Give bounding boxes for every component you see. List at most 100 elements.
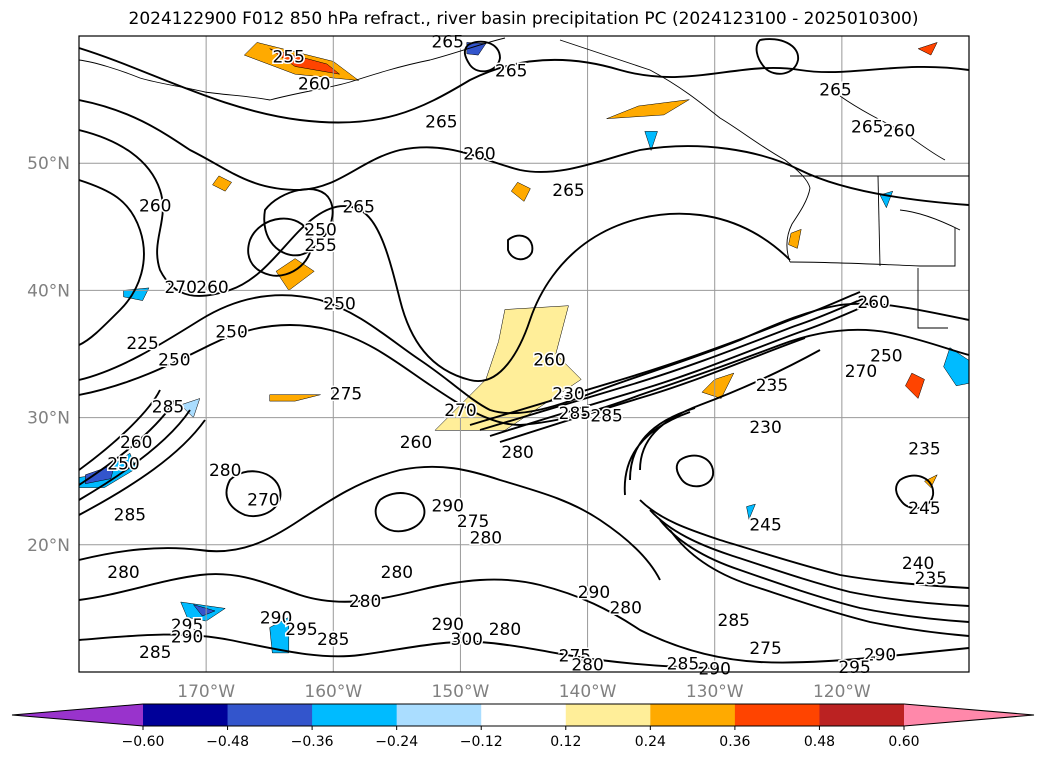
contour-label: 235 <box>908 439 940 459</box>
contour-label: 250 <box>158 350 190 370</box>
contour-label: 240 <box>902 554 934 574</box>
contour-label: 290 <box>431 497 463 517</box>
colorbar-tick-label: 0.12 <box>550 734 581 750</box>
colorbar-segment <box>396 704 482 726</box>
refractivity-contours <box>79 38 969 669</box>
contour-label: 265 <box>425 112 457 132</box>
contour-label: 285 <box>718 611 750 631</box>
colorbar-tick-label: −0.60 <box>122 734 165 750</box>
contour-label: 245 <box>749 516 781 536</box>
contour-label: 265 <box>552 181 584 201</box>
contour-label: 280 <box>609 598 641 618</box>
lat-tick-label: 20°N <box>27 536 70 556</box>
precip-fill-region <box>606 99 690 119</box>
contour-label: 260 <box>533 350 565 370</box>
contour-label: 270 <box>164 278 196 298</box>
contour-label: 290 <box>260 609 292 629</box>
colorbar-segment <box>650 704 736 726</box>
contour-label: 255 <box>273 48 305 68</box>
contour-label: 285 <box>152 397 184 417</box>
contour-label: 270 <box>444 401 476 421</box>
contour-label: 280 <box>489 620 521 640</box>
contour-label: 265 <box>851 118 883 138</box>
contour-label: 295 <box>171 616 203 636</box>
contour-label: 280 <box>470 528 502 548</box>
precip-fill-region <box>466 42 487 56</box>
colorbar-segment <box>734 704 820 726</box>
contour-label: 285 <box>317 630 349 650</box>
colorbar: −0.60 −0.48 −0.36 −0.24 −0.12 0.12 0.24 0.36 0.4… <box>11 703 1035 750</box>
contour-label: 260 <box>139 196 171 216</box>
precip-fill-region <box>746 503 756 521</box>
colorbar-tick-label: −0.48 <box>206 734 249 750</box>
contour-label: 285 <box>139 643 171 663</box>
lon-tick-label: 160°W <box>304 682 362 702</box>
contour-label: 280 <box>107 563 139 583</box>
colorbar-segment <box>227 704 313 726</box>
precip-fill-region <box>510 181 531 202</box>
contour-label: 260 <box>857 293 889 313</box>
colorbar-tick-label: 0.60 <box>888 734 919 750</box>
contour-label: 275 <box>457 512 489 532</box>
contour-label: 300 <box>451 630 483 650</box>
contour-label: 280 <box>209 461 241 481</box>
colorbar-segment <box>565 704 651 726</box>
contour-label: 250 <box>107 455 139 475</box>
contour-label: 290 <box>864 645 896 665</box>
contour-label: 265 <box>495 62 527 82</box>
contour-label: 280 <box>381 563 413 583</box>
lat-tick-label: 30°N <box>27 409 70 429</box>
contour-label: 275 <box>330 385 362 405</box>
colorbar-tick-label: −0.36 <box>291 734 334 750</box>
colorbar-extend-max <box>904 704 1034 726</box>
lat-tick-label: 50°N <box>27 154 70 174</box>
colorbar-segment <box>819 704 905 726</box>
contour-label: 265 <box>819 81 851 101</box>
precip-fill-region <box>212 175 232 192</box>
contour-label: 270 <box>247 490 279 510</box>
contour-label: 260 <box>883 121 915 141</box>
contour-label: 285 <box>114 506 146 526</box>
precip-fill-region <box>123 287 150 301</box>
map-frame <box>78 35 970 673</box>
lon-tick-label: 150°W <box>432 682 490 702</box>
colorbar-tick-label: −0.12 <box>460 734 503 750</box>
contour-label: 275 <box>559 647 591 667</box>
contour-label: 250 <box>304 221 336 241</box>
precip-fill-region <box>269 394 321 402</box>
contour-label: 250 <box>870 347 902 367</box>
contour-label: 235 <box>915 569 947 589</box>
contour-label: 290 <box>698 659 730 679</box>
contour-label: 295 <box>285 620 317 640</box>
contour-label: 290 <box>431 615 463 635</box>
contour-label: 265 <box>431 32 463 52</box>
colorbar-segment <box>481 704 567 726</box>
contour-label: 255 <box>304 236 336 256</box>
lon-tick-label: 170°W <box>177 682 235 702</box>
colorbar-tick-label: 0.36 <box>719 734 750 750</box>
contour-label: 250 <box>215 322 247 342</box>
contour-label: 280 <box>501 443 533 463</box>
contour-label: 260 <box>120 433 152 453</box>
contour-label: 280 <box>571 656 603 676</box>
contour-label: 260 <box>298 74 330 94</box>
contour-label: 285 <box>590 406 622 426</box>
contour-label: 235 <box>756 376 788 396</box>
precip-fill-region <box>701 372 735 399</box>
contour-label: 250 <box>323 294 355 314</box>
colorbar-tick-label: 0.48 <box>804 734 835 750</box>
colorbar-tick-label: −0.24 <box>375 734 418 750</box>
lon-tick-label: 120°W <box>813 682 871 702</box>
map-title: 2024122900 F012 850 hPa refract., river … <box>128 9 919 29</box>
contour-label: 260 <box>463 144 495 164</box>
contour-label: 295 <box>838 658 870 678</box>
latitude-tick-labels: 50°N 40°N 30°N 20°N <box>27 154 70 556</box>
precip-fill-region <box>905 372 925 399</box>
contour-label: 260 <box>400 433 432 453</box>
colorbar-segment <box>143 704 229 726</box>
lat-tick-label: 40°N <box>27 281 70 301</box>
precip-fill-region <box>924 474 938 489</box>
contour-label: 265 <box>342 198 374 218</box>
